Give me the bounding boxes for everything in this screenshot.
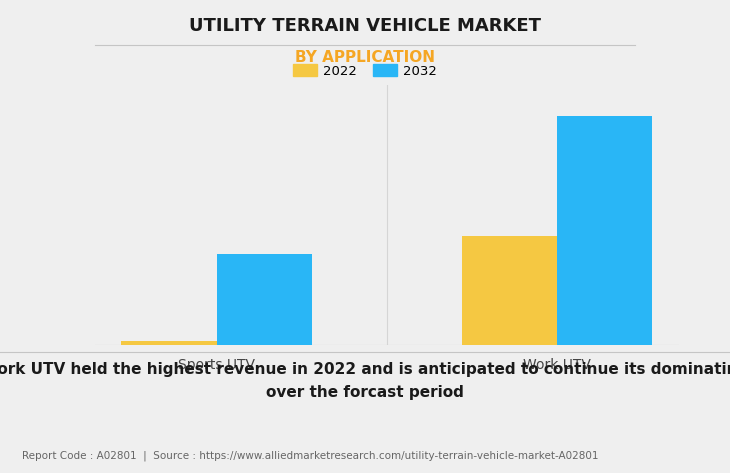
Bar [462, 236, 557, 345]
Bar [217, 254, 312, 345]
Text: Report Code : A02801  |  Source : https://www.alliedmarketresearch.com/utility-t: Report Code : A02801 | Source : https://… [22, 451, 599, 461]
Text: BY APPLICATION: BY APPLICATION [295, 50, 435, 65]
Text: UTILITY TERRAIN VEHICLE MARKET: UTILITY TERRAIN VEHICLE MARKET [189, 17, 541, 35]
Bar [557, 116, 653, 345]
Legend: 2022, 2032: 2022, 2032 [289, 60, 441, 82]
Text: Work UTV held the highest revenue in 2022 and is anticipated to continue its dom: Work UTV held the highest revenue in 202… [0, 362, 730, 400]
Bar [121, 342, 217, 345]
